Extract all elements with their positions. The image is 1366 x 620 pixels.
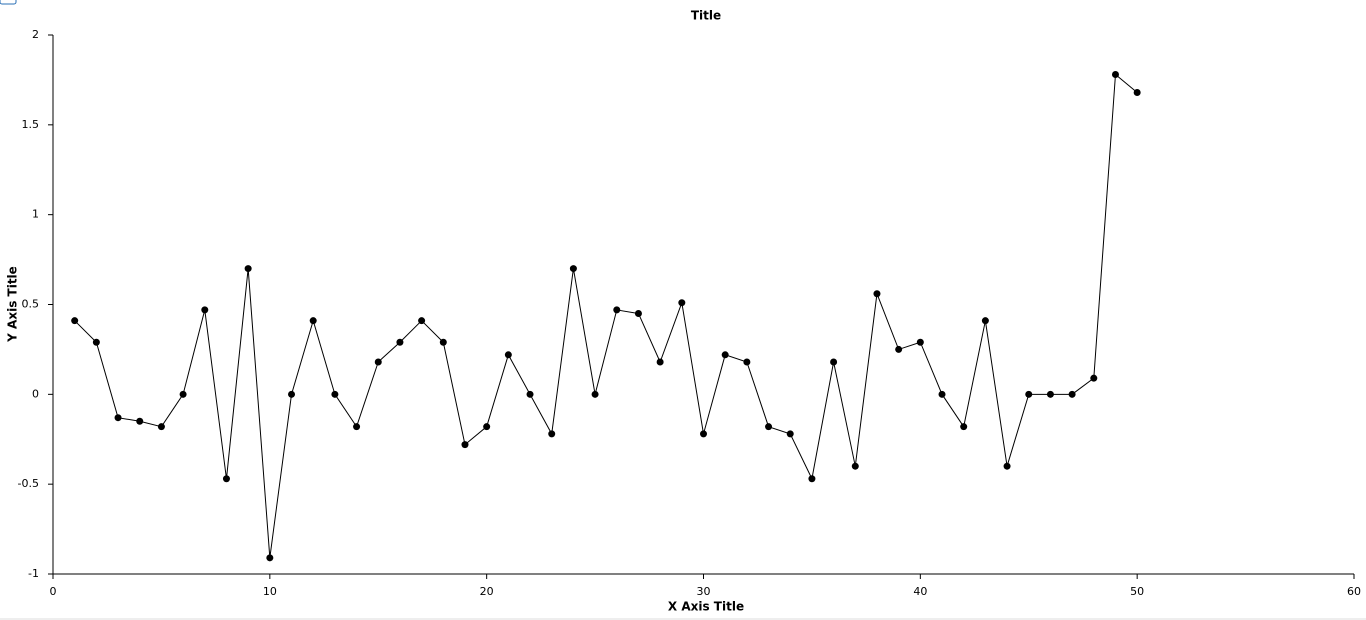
- data-point: [548, 430, 556, 438]
- data-point: [830, 358, 838, 366]
- data-point: [331, 390, 339, 398]
- data-point: [591, 390, 599, 398]
- data-point: [244, 265, 252, 273]
- y-tick-label: 2: [32, 28, 39, 41]
- data-point: [1003, 462, 1011, 470]
- data-point: [1068, 390, 1076, 398]
- data-point: [222, 475, 230, 483]
- x-tick-label: 60: [1347, 585, 1361, 598]
- data-point: [526, 390, 534, 398]
- data-point: [157, 423, 165, 431]
- data-point: [71, 317, 79, 325]
- data-line: [74, 73, 1138, 558]
- data-point: [1133, 88, 1141, 96]
- data-point: [851, 462, 859, 470]
- x-tick-label: 10: [263, 585, 277, 598]
- data-point: [981, 317, 989, 325]
- data-point: [1046, 390, 1054, 398]
- y-tick-label: 0.5: [22, 298, 40, 311]
- data-point: [418, 317, 426, 325]
- data-point: [916, 338, 924, 346]
- data-point: [504, 351, 512, 359]
- x-tick-label: 30: [697, 585, 711, 598]
- data-point: [483, 423, 491, 431]
- y-tick-label: 1: [32, 208, 39, 221]
- data-point: [1025, 390, 1033, 398]
- chart-title: Title: [691, 9, 721, 23]
- data-point: [461, 441, 469, 449]
- data-point: [396, 338, 404, 346]
- data-point: [743, 358, 751, 366]
- data-point: [353, 423, 361, 431]
- data-point: [721, 351, 729, 359]
- data-point: [765, 423, 773, 431]
- data-point: [201, 306, 209, 314]
- data-point: [1111, 71, 1119, 79]
- x-tick-label: 50: [1130, 585, 1144, 598]
- data-point: [1090, 374, 1098, 382]
- data-point: [613, 306, 621, 314]
- data-point: [700, 430, 707, 438]
- window-icon: [0, 0, 17, 5]
- data-point: [960, 423, 968, 431]
- data-point: [374, 358, 382, 366]
- y-tick-label: -1: [28, 567, 39, 580]
- data-point: [569, 265, 577, 273]
- data-point: [136, 417, 144, 425]
- data-point: [288, 390, 296, 398]
- data-point: [873, 290, 881, 298]
- data-point: [634, 309, 642, 317]
- y-axis-title: Y Axis Title: [6, 266, 20, 343]
- y-tick-label: -0.5: [18, 477, 39, 490]
- y-tick-label: 1.5: [22, 118, 40, 131]
- data-point: [678, 299, 686, 307]
- data-point: [266, 554, 274, 562]
- data-point: [179, 390, 187, 398]
- x-axis-title: X Axis Title: [668, 600, 744, 614]
- data-point: [114, 414, 122, 422]
- data-point: [92, 338, 100, 346]
- y-tick-label: 0: [32, 387, 39, 400]
- x-tick-label: 40: [913, 585, 927, 598]
- data-point: [656, 358, 664, 366]
- data-point: [439, 338, 447, 346]
- data-point: [786, 430, 794, 438]
- data-point: [808, 475, 816, 483]
- x-tick-label: 0: [50, 585, 57, 598]
- data-point: [309, 317, 317, 325]
- data-point: [938, 390, 946, 398]
- data-point: [895, 345, 903, 353]
- x-tick-label: 20: [480, 585, 494, 598]
